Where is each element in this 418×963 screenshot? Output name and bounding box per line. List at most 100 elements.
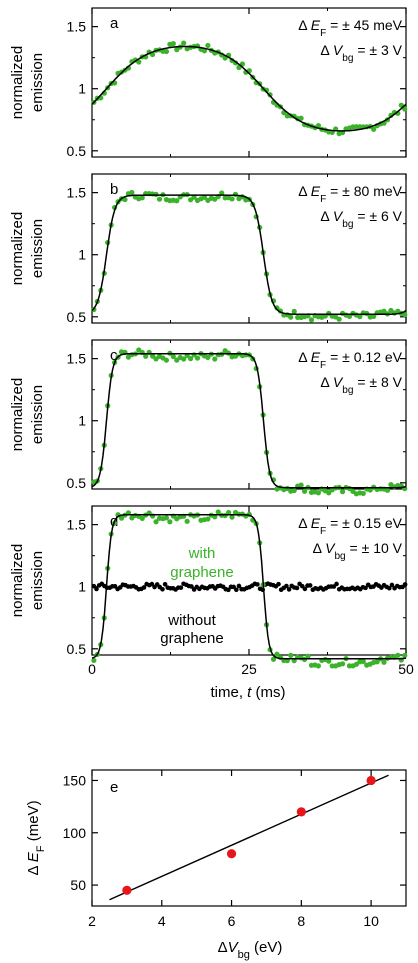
data-point-with-graphene: [288, 652, 294, 658]
data-point-with-graphene: [301, 488, 308, 494]
panel-letter: a: [110, 15, 119, 32]
y-axis-label: normalized emission: [9, 378, 46, 451]
data-point-with-graphene: [232, 191, 239, 197]
data-point-with-graphene: [357, 314, 363, 320]
data-point: [366, 775, 376, 786]
data-point-with-graphene: [187, 356, 194, 362]
data-point-with-graphene: [326, 490, 332, 496]
data-point-with-graphene: [360, 658, 366, 665]
data-point-with-graphene: [136, 59, 142, 65]
data-point-without-graphene: [189, 584, 194, 589]
xtick-label: 50: [398, 661, 414, 677]
gate-voltage-annotation: Δ Vbg = ± 6 V: [320, 208, 402, 230]
fermi-shift-annotation: Δ EF = ± 80 meV: [298, 183, 402, 205]
data-point-with-graphene: [274, 651, 280, 657]
data-point-with-graphene: [229, 196, 235, 202]
data-point-with-graphene: [308, 317, 315, 323]
xtick-label: 0: [88, 661, 96, 677]
without-graphene-label: without graphene: [160, 612, 223, 647]
data-point-with-graphene: [139, 195, 145, 201]
data-point-with-graphene: [219, 190, 225, 196]
fermi-shift-annotation: Δ EF = ± 0.15 eV: [298, 515, 402, 537]
data-point-with-graphene: [315, 490, 321, 496]
data-point-without-graphene: [149, 581, 155, 587]
data-point-with-graphene: [367, 487, 373, 493]
data-point-without-graphene: [286, 587, 292, 592]
data-point-with-graphene: [91, 657, 97, 664]
fermi-shift-annotation: Δ EF = ± 45 meV: [298, 17, 402, 39]
xtick-label: 2: [88, 913, 96, 929]
data-point-with-graphene: [181, 40, 187, 46]
data-point-with-graphene: [215, 509, 221, 515]
panel-d: 0.511.5normalizedemissiondΔ EF = ± 0.15 …: [9, 505, 414, 701]
data-point-with-graphene: [339, 489, 346, 495]
data-point-with-graphene: [205, 354, 211, 361]
data-point-with-graphene: [143, 353, 149, 359]
panel-letter: e: [110, 779, 118, 796]
data-point-with-graphene: [360, 490, 366, 497]
data-point-without-graphene: [94, 586, 99, 592]
data-point-with-graphene: [402, 652, 408, 659]
data-point: [122, 885, 132, 895]
data-point-with-graphene: [170, 41, 176, 47]
data-point-without-graphene: [178, 585, 184, 590]
data-point-with-graphene: [205, 42, 211, 49]
data-point-without-graphene: [160, 586, 165, 592]
data-point-with-graphene: [291, 308, 297, 314]
data-point-with-graphene: [336, 316, 342, 322]
ytick-label: 1: [78, 247, 86, 263]
ytick-label: 1.5: [67, 19, 87, 35]
data-point: [226, 849, 237, 859]
ytick-label: 1.5: [67, 185, 87, 201]
ytick-label: 1: [78, 579, 86, 595]
data-point-without-graphene: [236, 583, 242, 589]
panel-b: 0.5 1 1.5 normalized emission b Δ EF = ± 80 me…: [9, 173, 408, 325]
data-point-with-graphene: [212, 514, 218, 520]
gate-voltage-annotation: Δ Vbg = ± 8 V: [320, 374, 402, 396]
data-point-with-graphene: [184, 518, 190, 524]
data-point-with-graphene: [305, 653, 311, 659]
ytick-label: 50: [70, 877, 86, 893]
data-point-without-graphene: [386, 585, 392, 591]
data-point-with-graphene: [139, 515, 145, 522]
fit-curve: [91, 352, 407, 489]
data-point-without-graphene: [162, 581, 168, 587]
data-point-without-graphene: [334, 581, 339, 587]
ytick-label: 100: [63, 825, 87, 841]
ytick-label: 1: [78, 413, 86, 429]
ytick-label: 0.5: [67, 475, 87, 491]
data-point-without-graphene: [302, 586, 308, 592]
data-point-without-graphene: [276, 581, 281, 587]
linear-fit-line: [109, 774, 389, 901]
fit-curve: [91, 194, 407, 316]
with-graphene-label: with graphene: [170, 545, 233, 581]
data-point-with-graphene: [194, 355, 201, 361]
data-point-without-graphene: [402, 582, 408, 587]
y-axis-label: Δ EF (meV): [25, 800, 47, 875]
data-point-with-graphene: [163, 515, 170, 521]
data-point-with-graphene: [315, 663, 321, 669]
data-point-with-graphene: [170, 353, 176, 360]
data-point-without-graphene: [389, 582, 395, 588]
gate-voltage-annotation: Δ Vbg = ± 10 V: [313, 540, 403, 562]
xtick-label: 10: [363, 913, 379, 929]
y-axis-label: normalized emission: [9, 212, 46, 285]
data-point-with-graphene: [205, 516, 211, 522]
y-axis-label: normalized emission: [9, 46, 46, 119]
data-point-with-graphene: [402, 311, 408, 318]
data-point-with-graphene: [153, 519, 159, 525]
data-point-without-graphene: [255, 582, 260, 587]
x-axis-label: time, t (ms): [210, 684, 285, 701]
data-point-without-graphene: [294, 585, 300, 591]
panel-a: 0.5 1 1.5 normalized emission a Δ EF = ± 45 me…: [9, 7, 408, 159]
data-point-without-graphene: [226, 587, 231, 593]
ytick-label: 1: [78, 81, 86, 97]
xtick-label: 6: [228, 913, 236, 929]
data-point-with-graphene: [270, 656, 277, 662]
data-point-with-graphene: [201, 48, 208, 54]
xtick-label: 4: [158, 913, 166, 929]
panel-letter: b: [110, 181, 118, 198]
data-point-without-graphene: [284, 583, 289, 589]
data-point-with-graphene: [118, 515, 125, 521]
